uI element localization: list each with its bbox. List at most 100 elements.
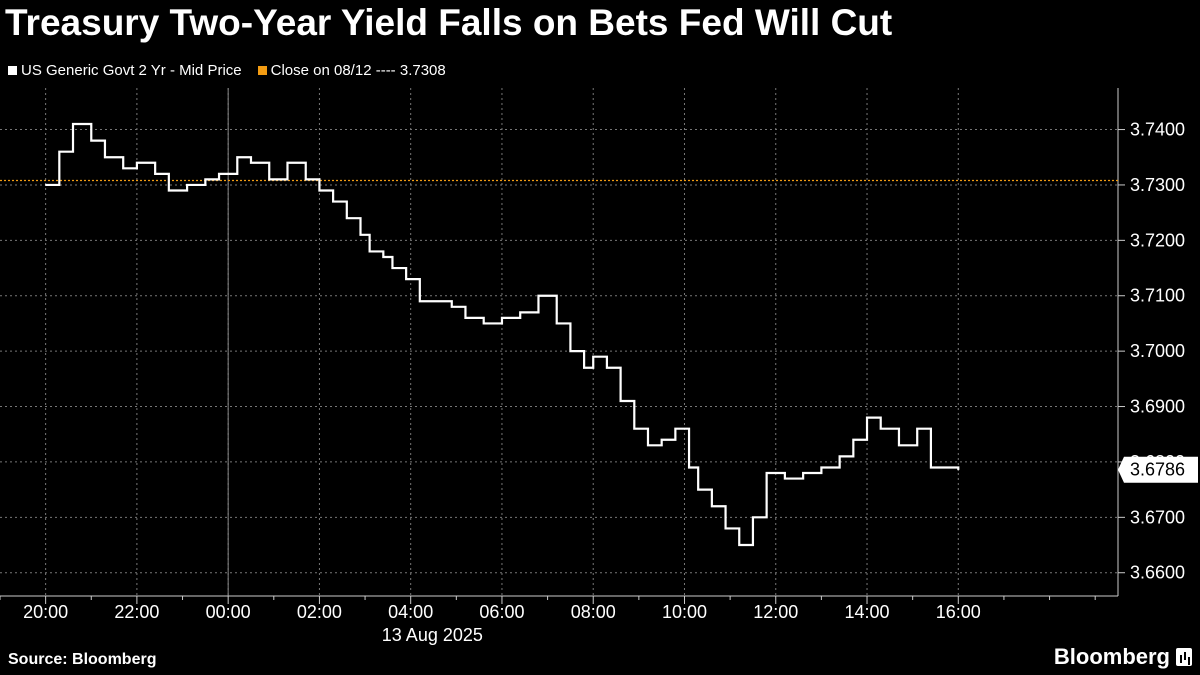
price-point <box>802 472 804 474</box>
price-point <box>711 505 713 508</box>
price-point <box>368 250 371 253</box>
axes <box>0 88 1125 604</box>
y-tick-label: 3.6700 <box>1130 507 1185 527</box>
price-point <box>852 438 855 441</box>
chart-title: Treasury Two-Year Yield Falls on Bets Fe… <box>5 2 893 43</box>
y-tick-label: 3.7200 <box>1130 230 1185 250</box>
legend-item-close: Close on 08/12 ---- 3.7308 <box>257 62 446 79</box>
price-point <box>697 488 699 491</box>
legend-item-series: US Generic Govt 2 Yr - Mid Price <box>8 62 242 79</box>
price-point <box>250 161 252 164</box>
price-point <box>606 366 608 369</box>
label-layer: 20:00 22:00 00:00 02:00 04:00 06:00 08:00 10:00… <box>23 120 1198 645</box>
price-point <box>957 468 960 471</box>
price-point <box>738 544 741 546</box>
price-point <box>647 444 649 447</box>
y-tick-label: 3.6600 <box>1130 563 1185 583</box>
last-value-label: 3.6786 <box>1130 460 1185 480</box>
price-point <box>90 139 93 142</box>
price-point <box>501 317 503 319</box>
price-point <box>633 427 636 430</box>
price-point <box>482 322 485 325</box>
price-point <box>820 466 823 469</box>
price-point <box>186 184 188 186</box>
bloomberg-chart-icon <box>1176 648 1192 666</box>
x-tick-label: 04:00 <box>388 602 433 622</box>
x-tick-label: 14:00 <box>844 602 889 622</box>
legend-label-series: US Generic Govt 2 Yr - Mid Price <box>21 62 242 79</box>
price-point <box>286 161 289 164</box>
last-value-tag <box>1118 456 1198 483</box>
x-tick-label: 12:00 <box>753 602 798 622</box>
legend-swatch-close <box>257 66 267 75</box>
price-point <box>204 178 207 181</box>
price-point <box>752 516 754 519</box>
price-point <box>450 306 453 308</box>
grid <box>0 88 1118 596</box>
price-point <box>537 294 540 297</box>
price-point <box>391 267 394 269</box>
price-point <box>218 173 220 175</box>
price-point <box>688 466 690 469</box>
price-point <box>359 234 362 236</box>
x-tick-label: 10:00 <box>662 602 707 622</box>
price-point <box>437 300 439 303</box>
legend-label-close: Close on 08/12 ---- 3.7308 <box>270 62 446 79</box>
price-point <box>943 466 946 469</box>
x-tick-label: 22:00 <box>114 602 159 622</box>
price-point <box>44 184 47 186</box>
x-tick-label: 20:00 <box>23 602 68 622</box>
price-point <box>838 455 841 458</box>
price-point <box>916 427 919 430</box>
price-point <box>784 477 786 480</box>
logo-text: Bloomberg <box>1053 644 1170 669</box>
price-point <box>104 156 106 159</box>
price-point <box>419 300 421 303</box>
price-point <box>58 150 61 153</box>
x-tick-label: 16:00 <box>936 602 981 622</box>
price-point <box>879 427 882 430</box>
series-layer <box>0 122 1118 547</box>
price-point <box>236 156 239 159</box>
price-point <box>346 217 348 219</box>
legend-swatch-series <box>8 66 17 75</box>
x-tick-label: 00:00 <box>206 602 251 622</box>
price-point <box>724 527 727 530</box>
price-point <box>660 438 663 441</box>
price-point <box>122 167 125 170</box>
price-point <box>765 472 768 474</box>
price-point <box>583 366 585 369</box>
price-point <box>332 200 334 203</box>
price-point <box>136 161 138 164</box>
x-tick-label: 02:00 <box>297 602 342 622</box>
price-point <box>72 123 74 125</box>
price-point <box>930 466 932 469</box>
price-point <box>382 256 385 258</box>
x-tick-label: 06:00 <box>479 602 524 622</box>
price-point <box>555 322 558 325</box>
legend: US Generic Govt 2 Yr - Mid Price Close o… <box>8 62 446 79</box>
price-point <box>569 350 572 352</box>
price-point <box>268 178 271 181</box>
price-point <box>866 416 868 419</box>
price-point <box>898 444 900 447</box>
x-axis-date-label: 13 Aug 2025 <box>382 625 483 645</box>
price-point <box>304 178 307 181</box>
y-tick-label: 3.7400 <box>1130 120 1185 140</box>
y-tick-label: 3.7000 <box>1130 341 1185 361</box>
price-point <box>674 427 677 430</box>
price-point <box>168 189 170 192</box>
price-point <box>519 311 522 314</box>
price-point <box>154 173 156 175</box>
y-tick-label: 3.7100 <box>1130 286 1185 306</box>
price-point <box>405 278 407 280</box>
y-tick-label: 3.7300 <box>1130 175 1185 195</box>
bloomberg-logo: Bloomberg <box>1054 644 1192 670</box>
price-point <box>464 317 467 319</box>
price-point <box>318 189 321 192</box>
y-tick-label: 3.6900 <box>1130 397 1185 417</box>
source-note: Source: Bloomberg <box>8 651 157 668</box>
price-point <box>619 400 622 402</box>
x-tick-label: 08:00 <box>571 602 616 622</box>
